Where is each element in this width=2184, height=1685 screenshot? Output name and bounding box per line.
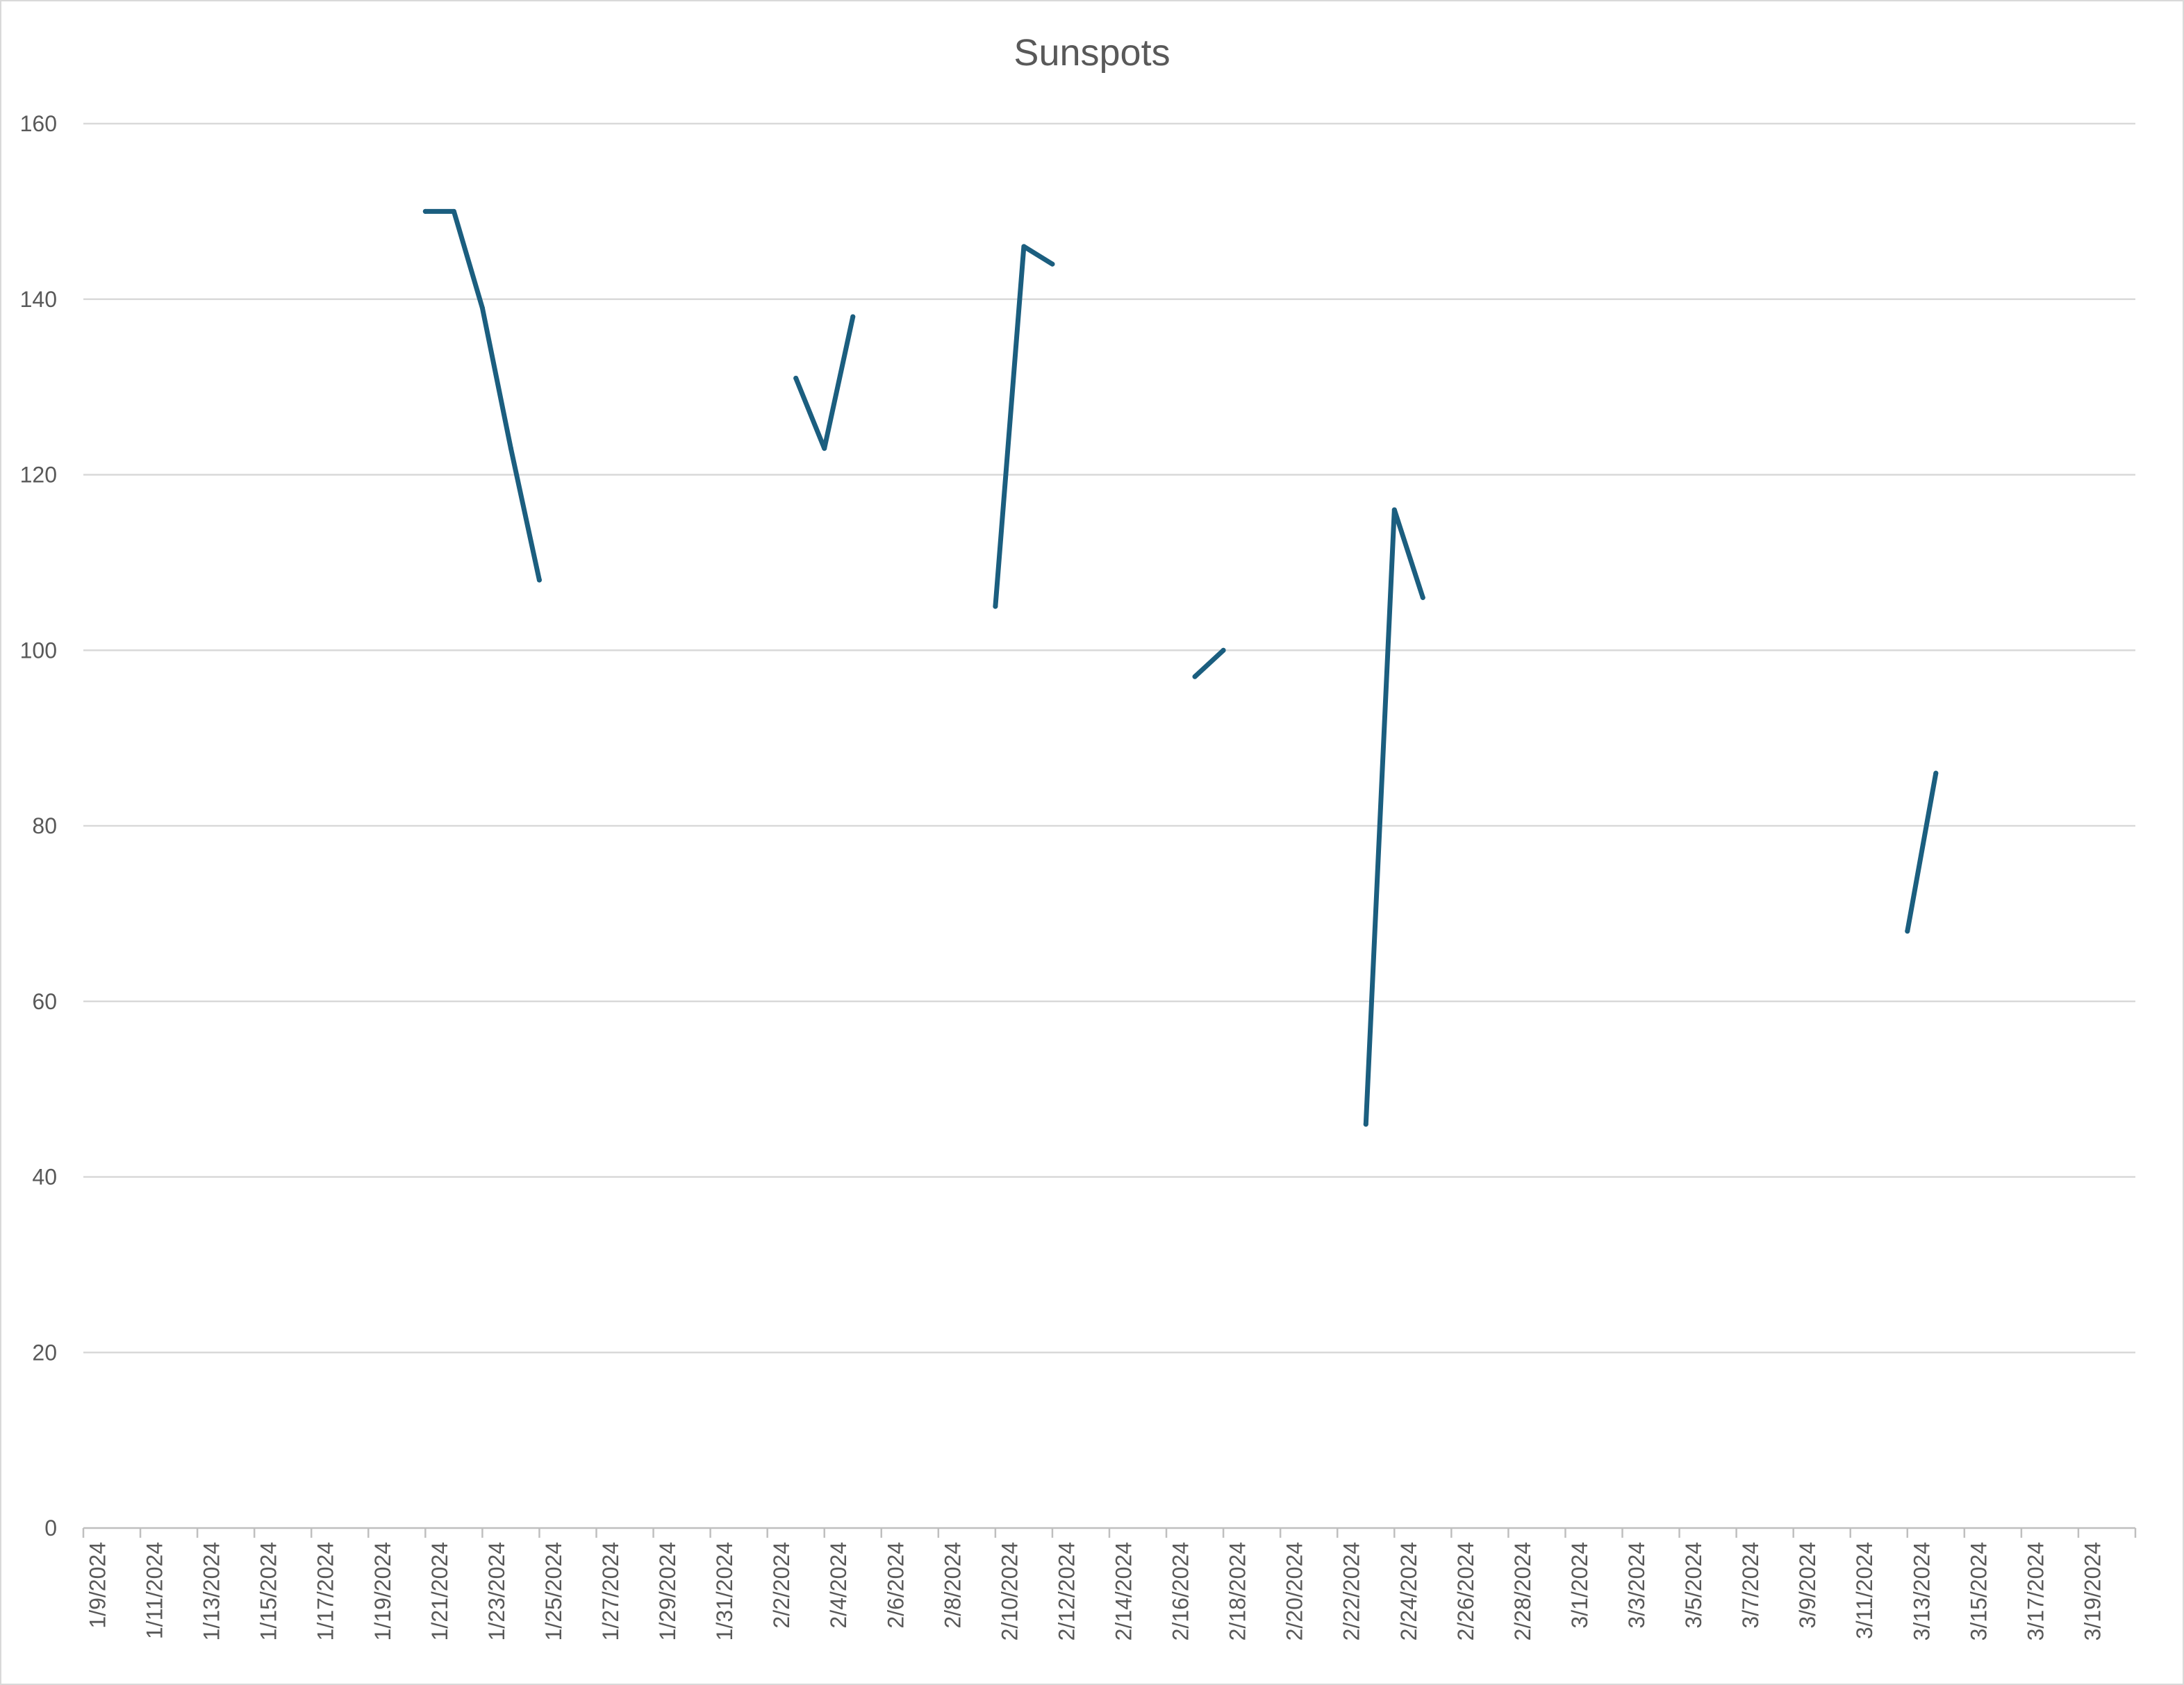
- x-tick-label: 1/23/2024: [484, 1542, 509, 1641]
- data-point: [793, 375, 799, 381]
- x-tick-label: 1/21/2024: [427, 1542, 452, 1641]
- x-tick-label: 2/4/2024: [826, 1542, 851, 1629]
- series-line-segment: [793, 314, 856, 451]
- series-lines: [422, 208, 1939, 1127]
- x-tick-label: 2/20/2024: [1282, 1542, 1307, 1641]
- x-tick-label: 2/10/2024: [997, 1542, 1022, 1641]
- x-tick-label: 1/11/2024: [142, 1542, 167, 1639]
- data-point: [1050, 261, 1055, 267]
- y-tick-label: 80: [32, 813, 57, 838]
- x-tick-label: 1/27/2024: [598, 1542, 623, 1641]
- data-point: [422, 208, 428, 214]
- data-point: [993, 604, 998, 609]
- chart-title: Sunspots: [1014, 32, 1170, 74]
- data-point: [822, 446, 827, 451]
- gridlines: [83, 122, 2135, 1529]
- data-point: [850, 314, 856, 319]
- x-tick-label: 2/12/2024: [1054, 1542, 1079, 1641]
- x-tick-label: 3/5/2024: [1681, 1542, 1706, 1629]
- data-point: [479, 305, 485, 310]
- data-point: [536, 577, 542, 583]
- x-tick-label: 1/29/2024: [655, 1542, 680, 1641]
- data-point: [1221, 647, 1226, 653]
- x-tick-label: 2/2/2024: [769, 1542, 794, 1629]
- series-line-segment: [1905, 770, 1939, 934]
- x-tick-label: 2/28/2024: [1510, 1542, 1535, 1641]
- data-point: [1933, 770, 1939, 776]
- x-tick-label: 1/19/2024: [370, 1542, 395, 1641]
- series-line-segment: [1192, 647, 1226, 679]
- x-tick-label: 3/11/2024: [1852, 1542, 1877, 1639]
- data-point: [1420, 595, 1425, 600]
- x-tick-label: 1/25/2024: [541, 1542, 566, 1641]
- series-line-segment: [993, 244, 1055, 609]
- x-tick-label: 3/3/2024: [1624, 1542, 1649, 1629]
- y-tick-label: 100: [20, 638, 57, 663]
- x-tick-label: 3/17/2024: [2023, 1542, 2048, 1641]
- y-tick-label: 160: [20, 111, 57, 136]
- x-tick-label: 3/9/2024: [1795, 1542, 1820, 1629]
- x-tick-label: 3/13/2024: [1909, 1542, 1934, 1641]
- x-tick-label: 1/9/2024: [85, 1542, 110, 1629]
- data-point: [1192, 674, 1198, 679]
- x-tick-label: 3/19/2024: [2080, 1542, 2105, 1641]
- y-tick-label: 40: [32, 1165, 57, 1190]
- y-tick-label: 20: [32, 1340, 57, 1365]
- x-tick-label: 2/24/2024: [1396, 1542, 1421, 1641]
- x-tick-label: 2/16/2024: [1168, 1542, 1193, 1641]
- x-tick-label: 2/14/2024: [1111, 1542, 1136, 1641]
- x-tick-label: 3/1/2024: [1567, 1542, 1592, 1629]
- x-tick-label: 1/15/2024: [256, 1542, 281, 1641]
- x-tick-label: 2/22/2024: [1339, 1542, 1364, 1641]
- y-tick-label: 120: [20, 463, 57, 488]
- y-tick-label: 0: [44, 1516, 57, 1541]
- series-line-segment: [422, 208, 542, 583]
- x-tick-label: 1/31/2024: [712, 1542, 737, 1641]
- data-point: [1905, 929, 1910, 934]
- x-tick-label: 3/15/2024: [1966, 1542, 1991, 1641]
- x-tick-label: 2/18/2024: [1225, 1542, 1250, 1641]
- x-tick-label: 3/7/2024: [1738, 1542, 1763, 1629]
- x-tick-label: 2/6/2024: [883, 1542, 908, 1629]
- x-tick-label: 1/13/2024: [199, 1542, 224, 1641]
- data-point: [1021, 244, 1027, 249]
- y-tick-label: 60: [32, 989, 57, 1014]
- x-tick-label: 2/26/2024: [1453, 1542, 1478, 1641]
- data-point: [451, 208, 456, 214]
- series-line-segment: [1363, 507, 1425, 1127]
- x-axis-ticks: 1/9/2024 1/11/2024 1/13/2024 1/15/2024 1/17/…: [82, 1528, 2137, 1641]
- data-point: [1391, 507, 1397, 513]
- y-tick-label: 140: [20, 287, 57, 312]
- x-tick-label: 2/8/2024: [940, 1542, 965, 1629]
- x-tick-label: 1/17/2024: [313, 1542, 338, 1641]
- data-point: [1363, 1122, 1368, 1127]
- y-axis-ticks: 0 20 40 60 80 100 120 140 160: [20, 111, 57, 1541]
- data-point: [508, 446, 513, 451]
